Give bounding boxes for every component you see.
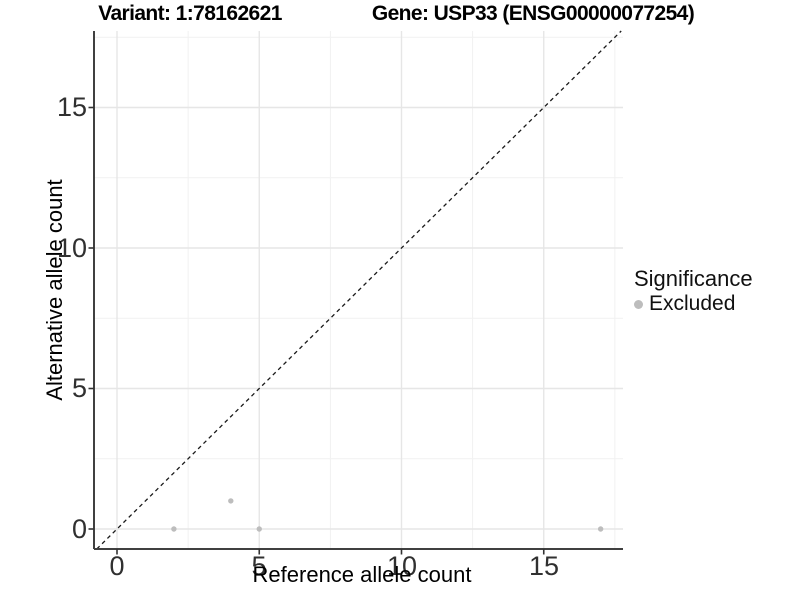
plot-title-variant: Variant: 1:78162621 (98, 2, 282, 25)
data-point (597, 526, 604, 532)
data-point (171, 526, 177, 532)
y-axis-label: Alternative allele count (42, 179, 67, 401)
data-point (228, 498, 234, 504)
x-tick-label-15: 15 (528, 551, 560, 581)
x-tick-label-0: 0 (109, 551, 125, 581)
y-tick-label-15: 15 (56, 92, 87, 122)
x-tick-label-10: 10 (386, 551, 418, 581)
x-axis-label: Reference allele count (252, 562, 472, 587)
y-tick-label-5: 5 (71, 373, 87, 403)
legend-entry-label: Excluded (649, 292, 736, 315)
excluded-point-icon (634, 299, 643, 309)
data-point (256, 526, 262, 532)
x-tick-label-5: 5 (251, 551, 267, 581)
legend: Significance Excluded (634, 266, 753, 316)
y-tick-label-0: 0 (71, 514, 87, 544)
legend-title: Significance (634, 266, 753, 291)
y-tick-label-10: 10 (56, 233, 87, 263)
legend-entry-excluded: Excluded (634, 292, 753, 316)
plot-title-gene: Gene: USP33 (ENSG00000077254) (371, 2, 695, 25)
identity-reference-line (96, 30, 622, 550)
